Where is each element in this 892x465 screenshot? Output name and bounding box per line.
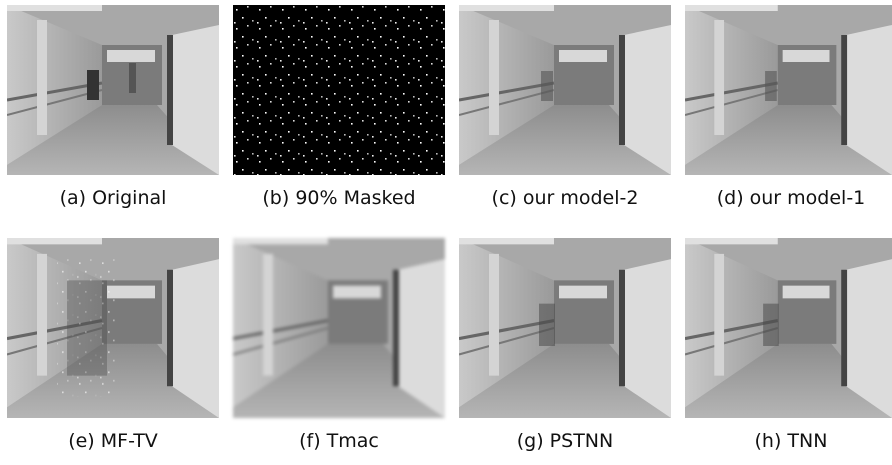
caption: (d) our model-1 [685,187,892,209]
panel: (c) our model-2 [459,5,671,209]
panel: (h) TNN [685,238,892,452]
image-masked [233,5,445,175]
caption: (b) 90% Masked [233,187,445,209]
caption: (f) Tmac [233,430,445,452]
image-model-2 [459,5,671,175]
caption: (c) our model-2 [459,187,671,209]
figure: (a) Original (b) 90% Masked (c) our mode… [0,0,892,465]
image-pstnn [459,238,671,418]
panel: (f) Tmac [233,238,445,452]
panel: (e) MF-TV [7,238,219,452]
image-tmac [233,238,445,418]
panel: (d) our model-1 [685,5,892,209]
panel: (g) PSTNN [459,238,671,452]
caption: (h) TNN [685,430,892,452]
image-original [7,5,219,175]
image-model-1 [685,5,892,175]
image-tnn [685,238,892,418]
panel: (a) Original [7,5,219,209]
caption: (a) Original [7,187,219,209]
panel: (b) 90% Masked [233,5,445,209]
image-mf-tv [7,238,219,418]
caption: (g) PSTNN [459,430,671,452]
caption: (e) MF-TV [7,430,219,452]
